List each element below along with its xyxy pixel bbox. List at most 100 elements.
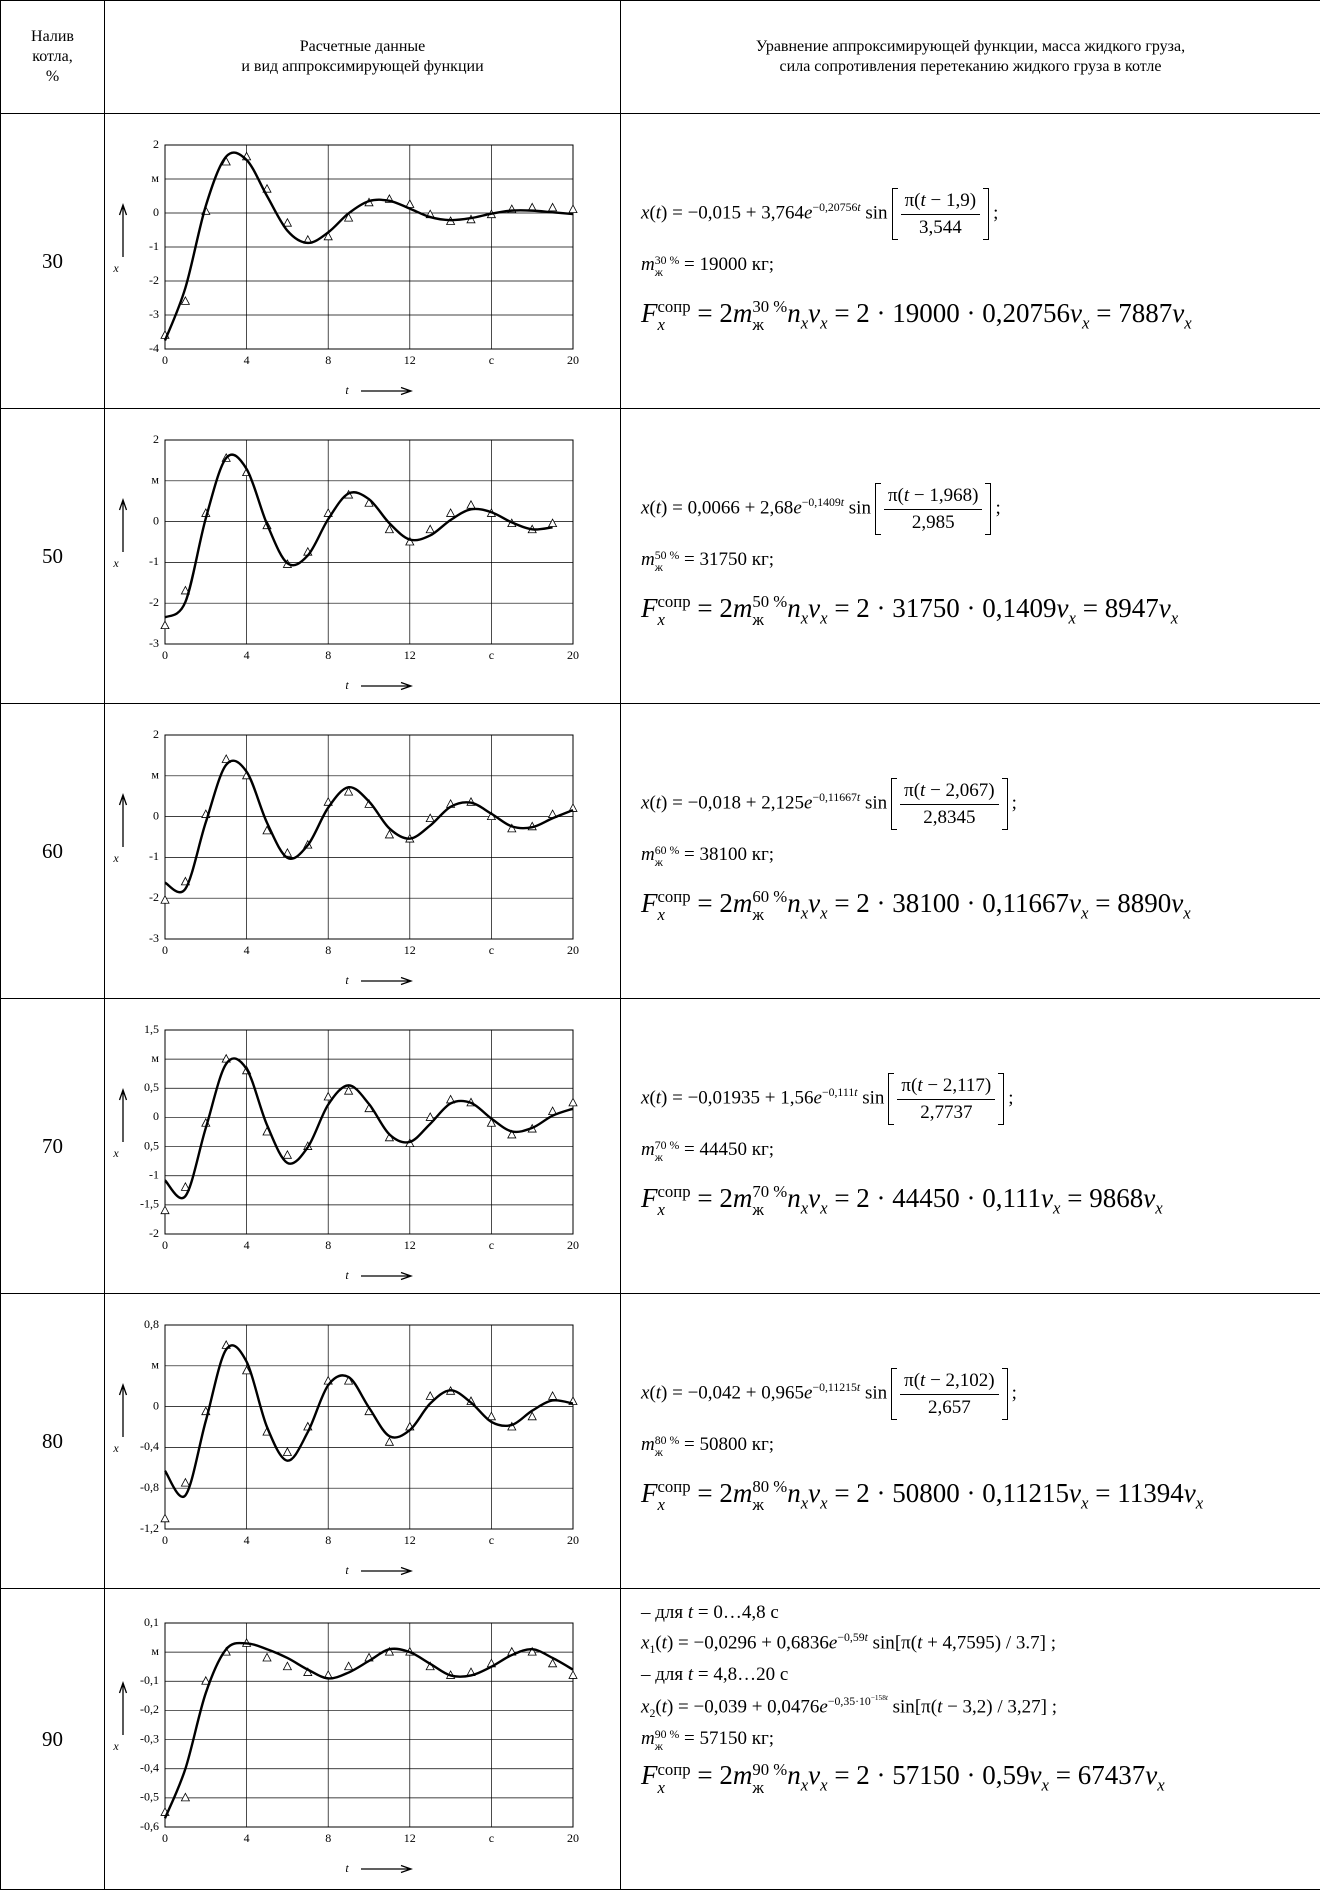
variable: x [657,1777,665,1797]
sup-sub: 70 % ж [654,1138,680,1165]
y-tick-label: 0,5 [144,1138,159,1152]
formula-text: v [808,888,820,918]
variable: x [641,497,650,519]
formula-text: x [820,1776,827,1795]
formula-text: = 31750 кг; [679,549,775,571]
formula-text: 60 % [654,843,680,857]
formula-text: 70 % [654,1138,680,1152]
formula-text: 70 % [752,1182,788,1202]
x-tick-label: 20 [567,943,579,957]
formula-text: x [1081,1493,1088,1512]
header-line: Налив [31,28,74,45]
variable: m [732,1760,753,1791]
table-row: 30 2 м 0 -1 -2 -3 -4 0 4 8 12 с 20 x t x(t) = −0,015 + 3… [0,113,1320,409]
variable: n [787,887,801,918]
superscript: 30 % [752,298,787,316]
variable: t [864,1631,868,1644]
data-point [241,1365,252,1375]
formula-line: m 80 % ж = 50800 кг; [641,1434,1320,1459]
formula-line: x(t) = 0,0066 + 2,68e−0,1409t sin π(t − 1… [641,483,1320,536]
subscript: x [820,1776,827,1795]
variable: v [1029,1760,1042,1791]
subscript: x [1155,1198,1162,1217]
variable: x [820,1775,828,1795]
formula-text: = 9868v [1060,1182,1156,1213]
y-axis-arrow [118,793,128,847]
header-line: сила сопротивления перетеканию жидкого г… [779,58,1162,75]
formula-text: (t) = −0,039 + 0,0476e [655,1696,828,1718]
variable: v [1070,297,1083,328]
formula-text: x [1042,1776,1049,1795]
sup-sub: 60 % ж [752,888,787,923]
table-row: 90 0,1 м -0,1 -0,2 -0,3 -0,4 -0,5 -0,6 0 4 8 12 с 20 x t… [0,1588,1320,1890]
x-axis-label: t [345,678,349,692]
fitted-curve [164,1057,574,1200]
formula-text: x [658,1495,665,1514]
data-point [282,1661,293,1671]
formula-text: 60 % [752,887,788,907]
formula-text: 50 % [654,548,680,562]
data-point [466,499,476,509]
variable: t [655,497,662,519]
y-tick-label: -1,2 [140,1521,159,1535]
formula-line: m 60 % ж = 38100 кг; [641,844,1320,869]
sup-sub: 90 % ж [752,1761,787,1796]
variable: x [641,1696,650,1718]
x-axis-arrow [361,1271,413,1281]
x-tick-label: 12 [404,943,416,957]
variable: v [1143,1182,1156,1213]
chart-cell: 2 м 0 -1 -2 -3 0 4 8 12 с 20 x t [104,408,621,704]
formula-text: ж [654,1151,663,1165]
variable: x [800,1493,809,1513]
formula-cell: x(t) = −0,01935 + 1,56e−0,111t sin π(t − … [620,998,1320,1294]
fill-level: 80 [0,1293,105,1589]
data-point [343,212,354,222]
formula-text: ж [654,266,663,280]
data-point [180,1182,191,1191]
superscript: сопр [658,1478,691,1496]
y-tick-label: -0,4 [140,1760,159,1774]
formula-text: −0,11215t [812,1381,861,1395]
formula-text: x [1184,313,1191,332]
subscript: ж [655,1740,680,1753]
bracket-right [985,483,992,536]
y-axis-arrow [118,1681,128,1735]
header-cell: Налив котла,% [0,0,105,114]
table-row: 70 1,5 м 0,5 0 0,5 -1 -1,5 -2 0 4 8 12 с 20 x t x(t) = −0… [0,998,1320,1294]
formula-text: = 50800 кг; [679,1434,775,1456]
variable: x [820,903,828,923]
y-tick-label: 0,5 [144,1080,159,1094]
fraction: π(t − 1,968) 2,985 [883,485,983,534]
chart-cell: 0,8 м 0 -0,4 -0,8 -1,2 0 4 8 12 с 20 x t [104,1293,621,1589]
bracket-fraction: π(t − 1,968) 2,985 [874,483,992,536]
x-axis-arrow [361,386,413,396]
formula-text: = 19000 кг; [679,254,775,276]
subscript: x [801,608,808,627]
bracket-left [888,1073,895,1126]
variable: x [800,1775,809,1795]
formula-text: m [641,1728,655,1749]
formula-text: ; [1011,792,1017,814]
variable: F [641,887,658,918]
superscript: −0,111t [822,1086,858,1099]
y-tick-label: -3 [149,636,159,650]
formula-text: m [641,254,655,275]
y-tick-label: -0,4 [140,1439,159,1453]
data-point [282,217,293,227]
data-point [343,1661,354,1671]
variable: x [641,202,650,224]
subscript: x [1069,608,1076,627]
x-tick-label: 20 [567,648,579,662]
x-tick-label: 0 [162,1533,168,1547]
subscript: 1 [649,1643,655,1656]
x-tick-label: с [489,648,494,662]
denominator: 2,7737 [920,1101,973,1123]
formula-text: x [658,1778,665,1797]
bracket-fraction: π(t − 2,067) 2,8345 [891,778,1008,831]
formula-text: = 2 · 50800 · 0,11215v [827,1477,1082,1508]
variable: t [917,1632,923,1654]
formula-cell: x(t) = −0,015 + 3,764e−0,20756t sin π(t −… [620,113,1320,409]
